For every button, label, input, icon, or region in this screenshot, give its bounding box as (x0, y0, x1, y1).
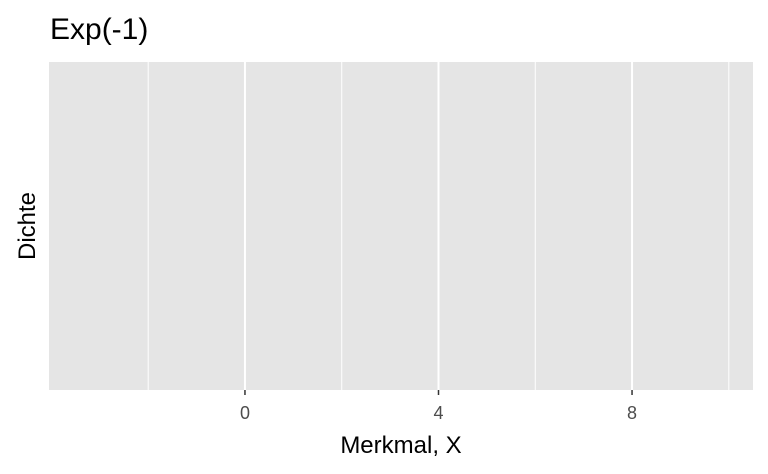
x-tick-label: 8 (627, 403, 637, 423)
plot-panel (49, 62, 753, 390)
x-tick-label: 4 (433, 403, 443, 423)
y-axis-title: Dichte (14, 192, 41, 260)
x-tick-label: 0 (240, 403, 250, 423)
major-grid (243, 62, 634, 390)
minor-grid (147, 62, 730, 390)
x-axis-tick-labels: 0 4 8 (240, 403, 637, 423)
chart-title: Exp(-1) (50, 13, 148, 46)
x-axis-ticks (244, 390, 633, 395)
x-axis-title: Merkmal, X (340, 432, 461, 459)
